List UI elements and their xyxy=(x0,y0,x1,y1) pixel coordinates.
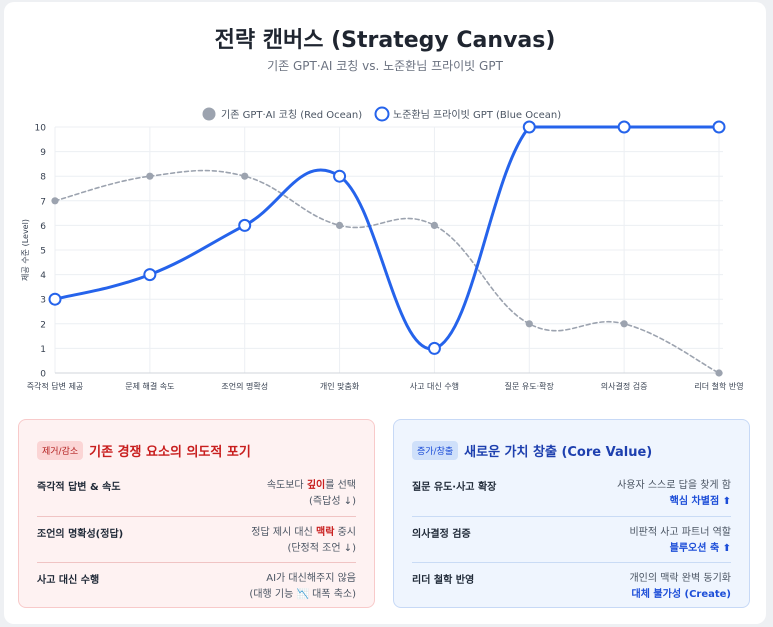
create-row: 의사결정 검증 비판적 사고 파트너 역할 블루오션 축 ⬆ xyxy=(412,516,731,562)
create-panel-header: 증가/창출 새로운 가치 창출 (Core Value) xyxy=(412,438,731,462)
create-row-desc: 개인의 맥락 완벽 동기화 대체 불가성 (Create) xyxy=(629,571,731,603)
eliminate-row-desc: 속도보다 깊이를 선택 (즉답성 ↓) xyxy=(267,478,356,510)
legend-marker-blue-ocean xyxy=(374,106,390,122)
desc-text: 개인의 맥락 완벽 동기화 xyxy=(629,573,731,584)
desc-text: 사용자 스스로 답을 찾게 함 xyxy=(617,480,731,491)
red-ocean-point xyxy=(51,197,59,205)
create-row-label: 질문 유도·사고 확장 xyxy=(412,482,497,493)
y-tick-label: 9 xyxy=(40,148,46,158)
create-row-desc: 사용자 스스로 답을 찾게 함 핵심 차별점 ⬆ xyxy=(617,478,731,510)
eliminate-row: 즉각적 답변 & 속도 속도보다 깊이를 선택 (즉답성 ↓) xyxy=(37,470,356,516)
highlight-text: 맥락 xyxy=(316,527,335,538)
create-row: 리더 철학 반영 개인의 맥락 완벽 동기화 대체 불가성 (Create) xyxy=(412,562,731,608)
chart-series xyxy=(48,120,726,377)
desc-text: 정답 제시 대신 xyxy=(251,527,316,538)
create-panel-title: 새로운 가치 창출 (Core Value) xyxy=(464,444,653,460)
y-tick-label: 3 xyxy=(40,296,46,306)
x-tick-label: 질문 유도·확장 xyxy=(505,381,555,391)
highlight-text: 블루오션 축 ⬆ xyxy=(669,543,731,554)
red-ocean-point xyxy=(241,172,249,180)
legend-marker-red-ocean xyxy=(202,107,216,121)
eliminate-row-label: 즉각적 답변 & 속도 xyxy=(37,482,121,493)
y-axis-title: 제공 수준 (Level) xyxy=(21,219,30,281)
blue-ocean-point xyxy=(333,169,347,183)
y-tick-label: 8 xyxy=(40,173,46,183)
create-row: 질문 유도·사고 확장 사용자 스스로 답을 찾게 함 핵심 차별점 ⬆ xyxy=(412,470,731,516)
page-subtitle: 기존 GPT·AI 코칭 vs. 노준환님 프라이빗 GPT xyxy=(267,59,503,73)
eliminate-row-label: 조언의 명확성(정답) xyxy=(37,529,124,540)
desc-note: (단정적 조언 ↓) xyxy=(287,543,356,554)
y-tick-label: 4 xyxy=(40,271,46,281)
eliminate-row: 조언의 명확성(정답) 정답 제시 대신 맥락 중시 (단정적 조언 ↓) xyxy=(37,516,356,562)
eliminate-row-label: 사고 대신 수행 xyxy=(37,575,100,586)
y-tick-label: 0 xyxy=(40,370,46,380)
desc-text: 중시 xyxy=(334,527,356,538)
desc-text: 비판적 사고 파트너 역할 xyxy=(629,527,731,538)
create-row-label: 리더 철학 반영 xyxy=(412,575,475,586)
x-tick-label: 즉각적 답변 제공 xyxy=(27,381,84,391)
chart-axes: 0 1 2 3 4 5 6 7 8 9 10 즉각적 답변 제공 문제 해결 속도 조언의 명확성 개인 맞… xyxy=(21,124,744,392)
red-ocean-point xyxy=(430,221,439,229)
desc-note: (대행 기능 📉 대폭 축소) xyxy=(249,589,356,600)
blue-ocean-point xyxy=(712,120,726,134)
y-tick-label: 6 xyxy=(40,222,46,232)
desc-text: 속도보다 xyxy=(266,480,307,491)
blue-ocean-point xyxy=(617,120,631,134)
blue-ocean-point xyxy=(143,268,157,282)
blue-ocean-point xyxy=(522,120,536,134)
y-tick-label: 7 xyxy=(40,197,46,207)
x-tick-label: 사고 대신 수행 xyxy=(410,381,459,391)
legend-label-blue-ocean: 노준환님 프라이빗 GPT (Blue Ocean) xyxy=(393,109,561,121)
red-ocean-point xyxy=(525,320,533,328)
desc-note: (즉답성 ↓) xyxy=(309,496,356,507)
eliminate-row-desc: 정답 제시 대신 맥락 중시 (단정적 조언 ↓) xyxy=(251,525,356,557)
strategy-chart: 0 1 2 3 4 5 6 7 8 9 10 즉각적 답변 제공 문제 해결 속도 조언의 명확성 개인 맞… xyxy=(21,106,744,392)
blue-ocean-point xyxy=(238,218,252,232)
eliminate-panel-header: 제거/감소 기존 경쟁 요소의 의도적 포기 xyxy=(37,438,356,462)
blue-ocean-point xyxy=(427,341,441,355)
x-tick-label: 문제 해결 속도 xyxy=(125,381,174,391)
highlight-text: 깊이 xyxy=(306,480,326,491)
y-tick-label: 1 xyxy=(40,345,46,355)
chart-legend[interactable]: 기존 GPT·AI 코칭 (Red Ocean) 노준환님 프라이빗 GPT (B… xyxy=(202,106,562,122)
eliminate-panel-title: 기존 경쟁 요소의 의도적 포기 xyxy=(89,444,251,460)
red-ocean-point xyxy=(715,369,723,377)
page-title: 전략 캔버스 (Strategy Canvas) xyxy=(214,28,556,53)
x-tick-label: 개인 맞춤화 xyxy=(320,381,360,391)
blue-ocean-point xyxy=(48,292,62,306)
x-tick-label: 의사결정 검증 xyxy=(601,381,648,391)
red-ocean-point xyxy=(146,172,154,180)
eliminate-row-desc: AI가 대신해주지 않음 (대행 기능 📉 대폭 축소) xyxy=(249,571,356,603)
highlight-text: 대체 불가성 (Create) xyxy=(631,589,731,600)
desc-text: 를 선택 xyxy=(325,480,356,491)
x-tick-label: 리더 철학 반영 xyxy=(694,381,743,391)
y-tick-label: 2 xyxy=(40,320,46,330)
red-ocean-line xyxy=(54,169,720,374)
x-tick-label: 조언의 명확성 xyxy=(221,381,268,391)
create-row-desc: 비판적 사고 파트너 역할 블루오션 축 ⬆ xyxy=(629,525,731,557)
highlight-text: 핵심 차별점 ⬆ xyxy=(669,496,731,507)
blue-ocean-line xyxy=(53,125,721,350)
desc-text: AI가 대신해주지 않음 xyxy=(266,573,356,584)
legend-label-red-ocean: 기존 GPT·AI 코칭 (Red Ocean) xyxy=(221,109,362,121)
red-ocean-point xyxy=(335,221,344,229)
y-tick-label: 5 xyxy=(40,247,46,257)
create-badge: 증가/창출 xyxy=(412,440,459,460)
eliminate-badge: 제거/감소 xyxy=(37,440,84,460)
create-panel: 증가/창출 새로운 가치 창출 (Core Value) 질문 유도·사고 확장… xyxy=(393,419,750,608)
y-tick-label: 10 xyxy=(35,124,47,134)
eliminate-panel: 제거/감소 기존 경쟁 요소의 의도적 포기 즉각적 답변 & 속도 속도보다 … xyxy=(18,419,375,608)
create-row-label: 의사결정 검증 xyxy=(412,529,471,540)
red-ocean-point xyxy=(620,320,628,328)
chart-grid xyxy=(54,126,723,374)
eliminate-row: 사고 대신 수행 AI가 대신해주지 않음 (대행 기능 📉 대폭 축소) xyxy=(37,562,356,608)
